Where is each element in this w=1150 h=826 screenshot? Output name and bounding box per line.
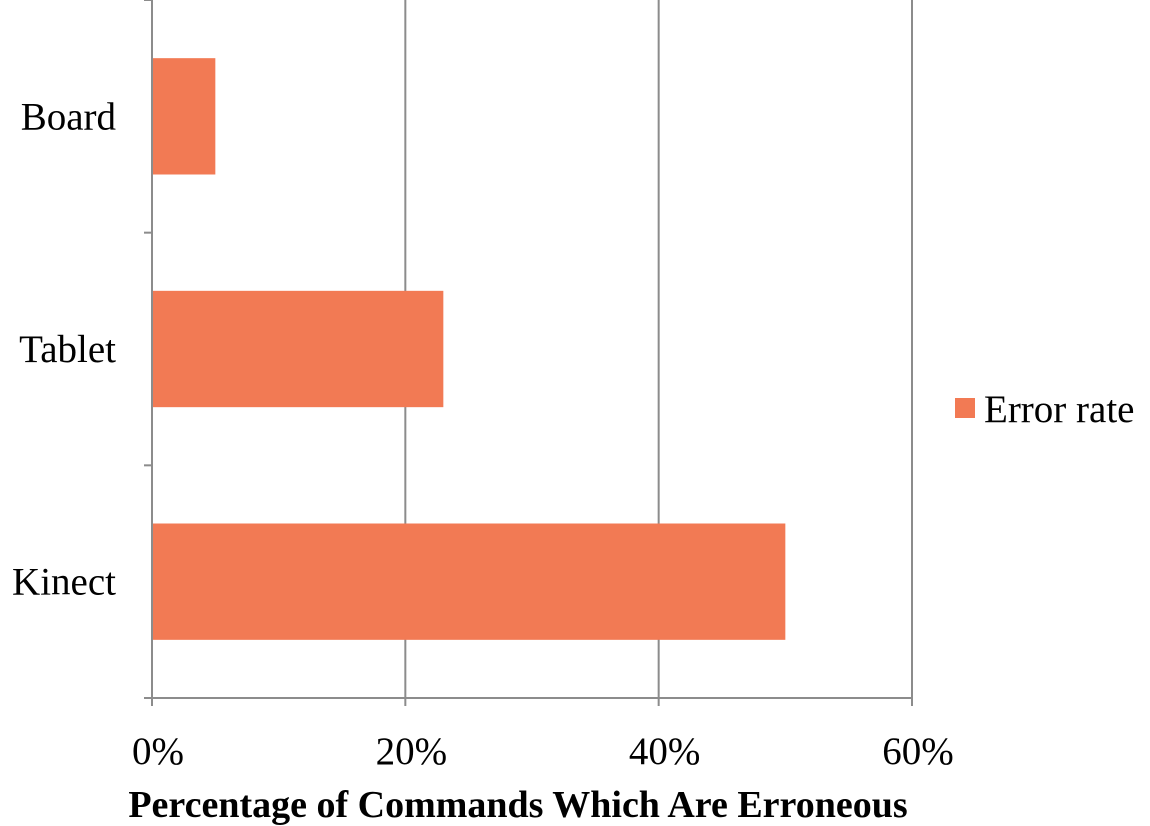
x-axis-title: Percentage of Commands Which Are Erroneo… — [128, 784, 907, 826]
x-tick-label: 60% — [882, 730, 954, 773]
x-tick-label: 20% — [376, 730, 448, 773]
bar-tablet — [152, 290, 444, 408]
category-label-tablet: Tablet — [19, 328, 116, 371]
x-tick-labels: 0% 20% 40% 60% — [132, 730, 954, 773]
x-tick-label: 0% — [132, 730, 184, 773]
category-label-board: Board — [21, 95, 117, 138]
bar-kinect — [152, 523, 786, 640]
bars — [152, 58, 786, 640]
legend-label: Error rate — [984, 388, 1134, 431]
category-labels: Board Tablet Kinect — [12, 95, 116, 603]
category-axis — [144, 0, 912, 699]
category-label-kinect: Kinect — [12, 561, 116, 604]
legend-swatch — [955, 398, 975, 418]
x-tick-label: 40% — [629, 730, 701, 773]
legend: Error rate — [955, 388, 1134, 431]
bar-board — [152, 58, 216, 175]
